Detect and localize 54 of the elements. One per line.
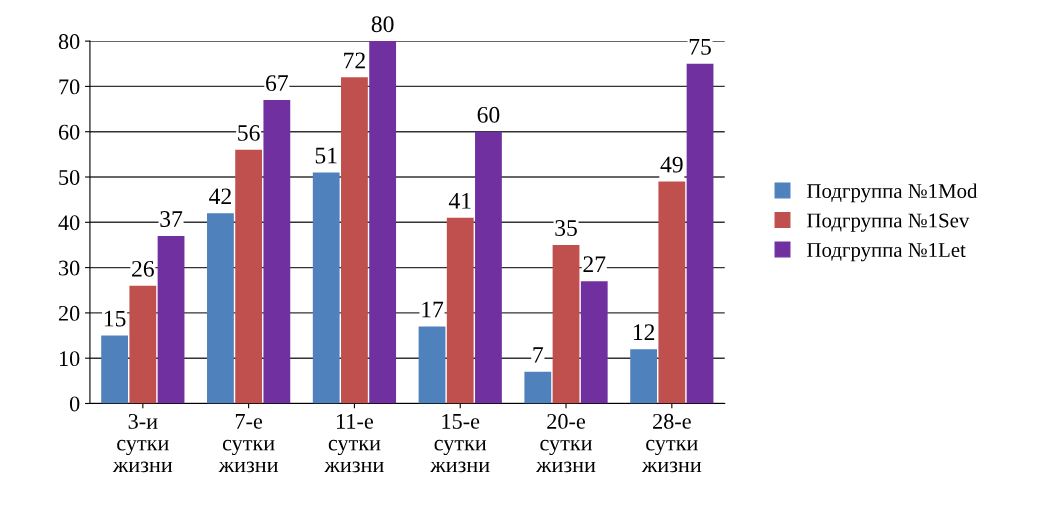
y-tick-label: 0 (69, 396, 80, 412)
x-tick-label: 15-е сутки жизни (430, 413, 490, 473)
legend-label: Подгруппа №1Mod (807, 183, 978, 203)
x-tick-label: 11-е сутки жизни (324, 413, 384, 473)
y-tick-label: 70 (59, 79, 80, 95)
data-label: 35 (555, 220, 577, 236)
data-label: 42 (209, 188, 231, 205)
data-label: 17 (422, 301, 444, 318)
y-tick-label: 20 (58, 305, 80, 321)
bar (157, 235, 185, 404)
bar (101, 335, 129, 404)
bar (312, 172, 340, 404)
bar (686, 63, 714, 404)
bar (580, 281, 608, 404)
data-label: 72 (344, 52, 365, 69)
bar (552, 244, 580, 404)
y-tick-label: 50 (59, 169, 80, 185)
x-tick-label: 3-и сутки жизни (112, 413, 173, 473)
data-label: 56 (238, 125, 260, 141)
x-tick-label: 20-е сутки жизни (536, 413, 596, 473)
data-label: 51 (315, 147, 337, 164)
bar (524, 371, 552, 404)
data-label: 37 (160, 211, 183, 227)
data-label: 49 (660, 156, 683, 173)
legend-label: Подгруппа №1Let (807, 243, 966, 262)
bar (418, 326, 446, 404)
bar (129, 285, 157, 404)
data-label: 41 (448, 192, 471, 209)
data-label: 12 (633, 324, 655, 340)
y-tick-label: 30 (59, 260, 80, 276)
bar (630, 349, 658, 404)
y-tick-label: 60 (58, 124, 80, 140)
y-tick-label: 80 (58, 34, 80, 50)
data-label: 60 (477, 106, 500, 123)
bar (658, 181, 686, 404)
data-label: 75 (689, 39, 711, 55)
bar (207, 213, 234, 404)
bar (235, 149, 263, 404)
data-label: 15 (104, 310, 126, 327)
legend-label: Подгруппа №1Sev (807, 213, 970, 232)
data-label: 80 (371, 16, 394, 33)
data-label: 7 (533, 347, 544, 363)
y-tick-label: 40 (58, 215, 80, 231)
data-label: 27 (583, 256, 606, 272)
data-label: 67 (266, 75, 288, 92)
data-label: 26 (132, 260, 154, 277)
x-tick-label: 28-е сутки жизни (641, 413, 702, 473)
y-tick-label: 10 (59, 351, 80, 367)
x-tick-label: 7-е сутки жизни (218, 414, 279, 473)
bar (341, 77, 368, 404)
bar (369, 41, 397, 404)
bar (446, 217, 474, 404)
bar (475, 131, 502, 404)
bar (263, 100, 291, 404)
